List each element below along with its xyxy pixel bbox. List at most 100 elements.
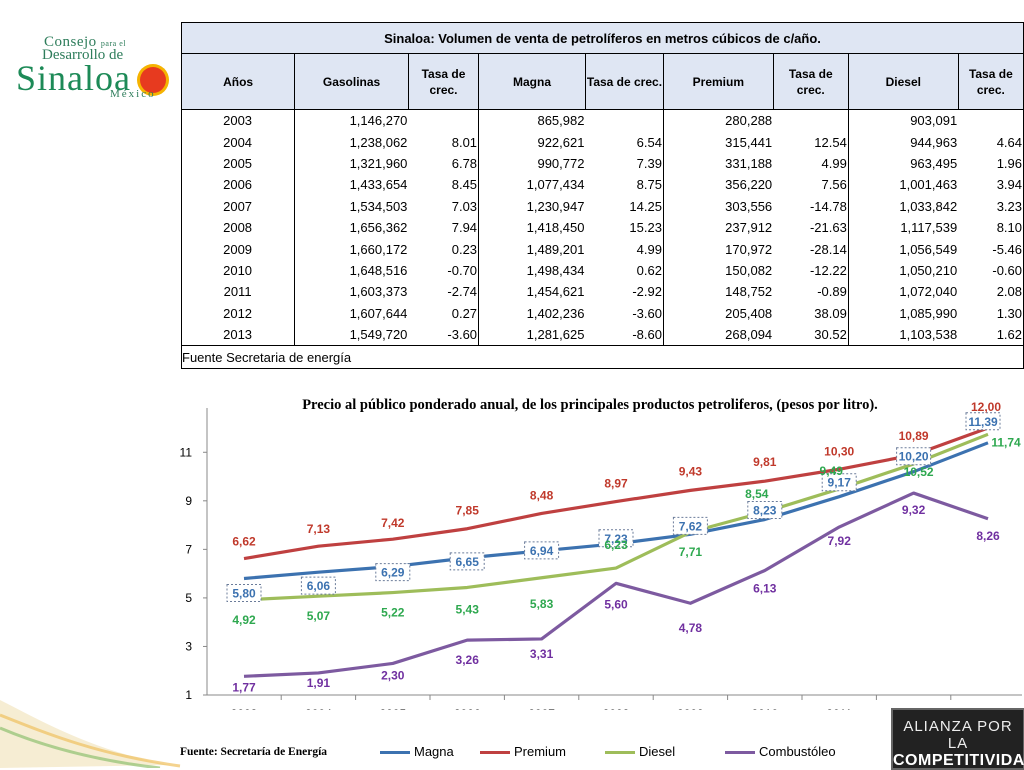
value-cell: 1,230,947 (526, 198, 585, 214)
year-cell: 2004 (180, 131, 296, 153)
value-cell: 1,238,062 (349, 134, 408, 150)
table-row: 2006 1,433,654 8.45 1,077,434 8.75 356,220 7.5… (180, 174, 1024, 196)
value-cell: 1,281,625 (526, 327, 585, 343)
value-cell: -12.22 (773, 259, 849, 282)
value-cell: 7.94 (408, 216, 480, 239)
data-label-magna: 6,06 (307, 579, 331, 593)
value-cell: 1,056,549 (899, 241, 958, 257)
table-title: Sinaloa: Volumen de venta de petrolífero… (181, 22, 1024, 54)
data-label-premium: 7,13 (307, 522, 331, 536)
y-tick-label: 1 (185, 688, 192, 702)
value-cell: 170,972 (725, 241, 773, 257)
value-cell: 1,549,720 (349, 327, 408, 343)
value-cell: 331,188 (725, 155, 773, 171)
col-header: Magna (478, 53, 586, 110)
sun-icon (140, 67, 166, 93)
col-header: Años (180, 53, 296, 110)
alianza-competitividad-badge: ALIANZA POR LA COMPETITIVIDAD (891, 708, 1024, 770)
value-cell: 8.45 (408, 174, 480, 196)
legend-item-diesel: Diesel (605, 744, 675, 759)
data-label-diesel: 5,07 (307, 609, 331, 623)
data-label-diesel: 5,22 (381, 606, 405, 620)
x-tick-label: 2007 (528, 707, 555, 710)
value-cell: 1,001,463 (899, 177, 958, 193)
value-cell: 3.94 (958, 174, 1024, 196)
year-cell: 2005 (180, 152, 296, 175)
chart-title: Precio al público ponderado anual, de lo… (302, 397, 878, 413)
value-cell: 1,077,434 (526, 177, 585, 193)
value-cell: -5.46 (958, 238, 1024, 260)
logo-line2: Desarrollo de (42, 47, 124, 63)
x-tick-label: 2004 (305, 707, 332, 710)
data-label-premium: 7,85 (456, 504, 480, 518)
value-cell: 1.96 (958, 152, 1024, 175)
value-cell: 1,660,172 (349, 241, 408, 257)
data-label-combustóleo: 6,13 (753, 581, 777, 595)
legend-swatch (725, 751, 755, 755)
data-label-diesel: 8,54 (745, 487, 769, 501)
data-label-magna: 11,39 (968, 415, 998, 429)
y-tick-label: 11 (180, 445, 193, 459)
value-cell: 1,402,236 (526, 305, 585, 321)
value-cell: 1,050,210 (899, 262, 958, 278)
data-label-box (965, 412, 1001, 431)
value-cell: 315,441 (725, 134, 773, 150)
series-line-combustóleo (243, 491, 989, 678)
value-cell: 1,103,538 (899, 327, 958, 343)
data-label-premium: 9,81 (753, 455, 777, 469)
value-cell: -3.60 (408, 323, 480, 346)
value-cell: 1,603,373 (349, 284, 408, 300)
data-label-magna: 9,17 (828, 476, 852, 490)
value-cell: 4.99 (773, 152, 849, 175)
value-cell: 2.08 (958, 281, 1024, 303)
x-tick-label: 2005 (379, 707, 406, 710)
value-cell: 6.78 (408, 152, 480, 175)
value-cell: 7.03 (408, 195, 480, 217)
legend-label: Combustóleo (759, 744, 836, 759)
legend-swatch (480, 751, 510, 755)
x-tick-label: 2008 (603, 707, 630, 710)
table-row: 2003 1,146,270 865,982 280,288 903,091 (180, 109, 1024, 132)
legend-item-magna: Magna (380, 744, 454, 759)
logo-line3: Sinaloa (16, 58, 131, 98)
value-cell: 280,288 (725, 113, 773, 129)
data-label-premium: 10,89 (899, 429, 929, 443)
year-cell: 2013 (180, 323, 296, 346)
data-label-box (226, 583, 262, 602)
data-label-premium: 9,43 (679, 464, 703, 478)
value-cell: 1,146,270 (349, 113, 408, 129)
year-cell: 2009 (180, 238, 296, 260)
data-label-diesel: 9,49 (820, 464, 844, 478)
value-cell: -3.60 (585, 302, 664, 324)
logo-line4: México (110, 88, 156, 100)
value-cell: 990,772 (537, 155, 585, 171)
value-cell: 1,072,040 (899, 284, 958, 300)
table-header-row: Años Gasolinas Tasa de crec. Magna Tasa … (180, 53, 1024, 110)
value-cell: 0.23 (408, 238, 480, 260)
value-cell: 8.10 (958, 216, 1024, 239)
value-cell: -0.60 (958, 259, 1024, 282)
value-cell: -2.74 (408, 281, 480, 303)
x-tick-label: 2003 (231, 707, 258, 710)
value-cell: 4.99 (585, 238, 664, 260)
legend-swatch (605, 751, 635, 755)
value-cell: 8.01 (408, 131, 480, 153)
legend-label: Premium (514, 744, 567, 759)
value-cell: 1.30 (958, 302, 1024, 324)
legend-label: Diesel (639, 744, 676, 759)
data-label-combustóleo: 9,32 (902, 503, 926, 517)
data-label-box (672, 516, 708, 535)
sales-volume-table: Sinaloa: Volumen de venta de petrolífero… (180, 22, 1024, 370)
consejo-sinaloa-logo: Consejo para el Desarrollo de Sinaloa Mé… (14, 30, 176, 100)
value-cell: 1,433,654 (349, 177, 408, 193)
value-cell: 205,408 (725, 305, 773, 321)
col-header: Tasa de crec. (957, 53, 1024, 110)
year-cell: 2010 (180, 259, 296, 282)
data-label-diesel: 5,83 (530, 597, 554, 611)
chart-source: Fuente: Secretaría de Energía (180, 746, 328, 758)
value-cell: 4.64 (958, 131, 1024, 153)
value-cell (773, 109, 849, 132)
value-cell: 903,091 (910, 113, 958, 129)
legend-label: Magna (414, 744, 454, 759)
value-cell: 148,752 (725, 284, 773, 300)
